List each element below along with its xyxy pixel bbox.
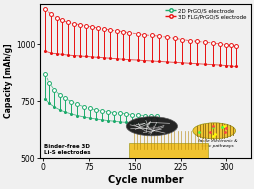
X-axis label: Cycle number: Cycle number [107, 175, 183, 185]
Legend: 2D PrGO/S electrode, 3D FLG/PrGO/S electrode: 2D PrGO/S electrode, 3D FLG/PrGO/S elect… [163, 7, 247, 21]
Text: facile electronic &
ionic pathways: facile electronic & ionic pathways [197, 139, 236, 148]
Y-axis label: Capacity [mAh/g]: Capacity [mAh/g] [4, 44, 13, 119]
Circle shape [192, 123, 235, 139]
Text: Binder-free 3D
Li-S electrodes: Binder-free 3D Li-S electrodes [44, 144, 91, 155]
Circle shape [126, 117, 177, 136]
Bar [128, 143, 207, 158]
